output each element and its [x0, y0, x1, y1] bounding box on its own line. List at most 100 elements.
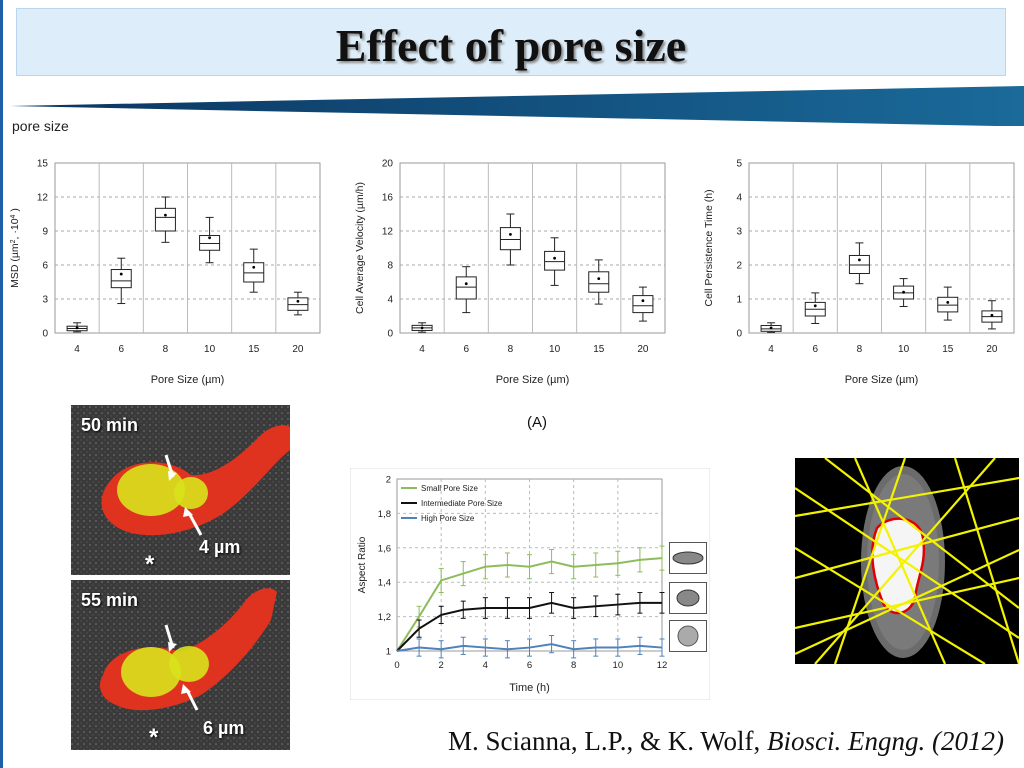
- citation-authors: M. Scianna, L.P., & K. Wolf,: [447, 726, 768, 756]
- cell-shape-thumbnail-intermediate: [669, 582, 707, 614]
- slide-title: Effect of pore size: [335, 20, 687, 71]
- x-axis-title: Pore Size (µm): [151, 374, 225, 386]
- box-mean-point: [902, 290, 905, 294]
- x-tick-label: 20: [986, 344, 998, 355]
- citation-year: (2012): [925, 726, 1004, 756]
- x-tick-label: 15: [942, 344, 954, 355]
- micrograph-55-min: 55 min 6 µm *: [71, 580, 290, 750]
- msd-box-chart: 0 3 6 9 12 15 4 6 8 10 15 20 Pore Size (µm) MSD (µm2,…: [9, 159, 321, 386]
- micrograph-time-label: 55 min: [81, 590, 139, 610]
- title-banner: Effect of pore size: [16, 8, 1006, 76]
- y-tick-label: 1,2: [378, 612, 391, 623]
- y-tick-label: 3: [736, 227, 742, 238]
- box-iqr: [199, 235, 221, 251]
- series-line: [396, 643, 663, 652]
- persistence-box-chart: 0 1 2 3 4 5 4 6 8 10 15 20 Pore Size (µm) Cell Persis…: [703, 159, 1015, 386]
- micrograph-asterisk: *: [145, 551, 155, 575]
- box-iqr: [544, 250, 566, 271]
- micrograph-50-min: 50 min 4 µm *: [71, 405, 290, 575]
- box-mean-point: [252, 265, 256, 269]
- y-tick-label: 12: [37, 193, 49, 204]
- box-mean-point: [813, 304, 817, 308]
- y-axis-title: Aspect Ratio: [357, 536, 368, 593]
- y-tick-label: 12: [382, 227, 394, 238]
- x-tick-label: 2: [439, 660, 444, 671]
- panel-label-a: (A): [527, 414, 547, 431]
- y-tick-label: 0: [736, 329, 742, 340]
- box-mean-point: [296, 299, 300, 303]
- x-tick-label: 4: [768, 344, 774, 355]
- box-mean-point: [509, 233, 512, 236]
- y-tick-label: 20: [382, 159, 394, 170]
- box-mean-point: [420, 326, 424, 330]
- y-tick-label: 2: [736, 261, 742, 272]
- box-iqr: [937, 296, 959, 313]
- box-mean-point: [119, 272, 123, 276]
- micrograph-size-label: 6 µm: [203, 718, 245, 738]
- x-tick-label: 6: [118, 344, 124, 355]
- x-tick-label: 10: [549, 344, 561, 355]
- box-iqr: [632, 295, 654, 314]
- y-axis-title: MSD (µm2, ·104 ): [9, 208, 21, 288]
- micrograph-size-label: 4 µm: [199, 537, 241, 557]
- box-iqr: [154, 207, 176, 232]
- y-tick-label: 0: [42, 329, 48, 340]
- y-tick-label: 1,6: [378, 543, 391, 554]
- box-mean-point: [946, 301, 950, 304]
- slide-left-edge: [0, 0, 3, 768]
- x-tick-label: 10: [204, 344, 216, 355]
- y-tick-label: 0: [387, 329, 393, 340]
- box-iqr: [455, 276, 477, 300]
- y-tick-label: 4: [387, 295, 393, 306]
- x-tick-label: 8: [163, 344, 169, 355]
- x-tick-label: 8: [857, 344, 863, 355]
- x-tick-label: 6: [812, 344, 818, 355]
- y-tick-label: 8: [387, 261, 393, 272]
- y-axis-title-superscript: 2: [10, 239, 17, 243]
- y-tick-label: 1: [736, 295, 742, 306]
- box-mean-point: [208, 236, 211, 240]
- velocity-box-chart: 0 4 8 12 16 20 4 6 8 10 15 20 Pore Size (µm) Cell Ave…: [354, 159, 666, 386]
- box-mean-point: [990, 313, 994, 317]
- cell-shape-thumbnail-small: [669, 542, 707, 574]
- x-tick-label: 4: [483, 660, 488, 671]
- x-tick-label: 20: [637, 344, 649, 355]
- x-axis-title: Pore Size (µm): [845, 374, 919, 386]
- y-axis-title-part: MSD (µm: [9, 243, 21, 288]
- y-tick-label: 6: [42, 261, 48, 272]
- micrograph-time-label: 50 min: [81, 415, 139, 435]
- series-line: [396, 557, 663, 652]
- x-tick-label: 12: [657, 660, 668, 671]
- y-tick-label: 9: [42, 227, 48, 238]
- box-iqr: [588, 271, 610, 293]
- x-axis-title: Time (h): [509, 682, 550, 694]
- y-tick-label: 4: [736, 193, 742, 204]
- y-axis-title: Cell Average Velocity (µm/h): [354, 182, 366, 314]
- y-tick-label: 1,4: [378, 578, 391, 589]
- box-iqr: [110, 269, 132, 289]
- x-tick-label: 0: [394, 660, 399, 671]
- legend-label: High Pore Size: [421, 514, 475, 523]
- y-axis-title-part: , ·10: [9, 218, 21, 239]
- x-tick-label: 6: [527, 660, 532, 671]
- y-tick-label: 3: [42, 295, 48, 306]
- slide-subtitle: pore size: [12, 118, 69, 134]
- x-tick-label: 6: [463, 344, 469, 355]
- citation-journal: Biosci. Engng.: [767, 726, 926, 756]
- x-tick-label: 4: [74, 344, 80, 355]
- cell-fiber-network-image: [795, 458, 1019, 664]
- y-axis-title-part: ): [9, 208, 21, 214]
- y-axis-title-superscript: 4: [10, 214, 17, 218]
- micrograph-image: [71, 405, 290, 575]
- y-tick-label: 5: [736, 159, 742, 170]
- y-axis-title-part: Cell Persistence Time (h): [703, 189, 715, 306]
- citation: M. Scianna, L.P., & K. Wolf, Biosci. Eng…: [448, 726, 1004, 757]
- box-iqr: [243, 262, 265, 283]
- legend-label: Intermediate Pore Size: [421, 499, 503, 508]
- box-mean-point: [164, 213, 167, 217]
- y-tick-label: 1,8: [378, 509, 391, 520]
- aspect-ratio-line-chart: 1 1,2 1,4 1,6 1,8 2 0 2 4 6 8 10 12 Small Pore Size In…: [350, 468, 710, 700]
- cell-shape-thumbnail-high: [669, 620, 707, 652]
- x-tick-label: 10: [898, 344, 910, 355]
- micrograph-asterisk: *: [149, 724, 159, 750]
